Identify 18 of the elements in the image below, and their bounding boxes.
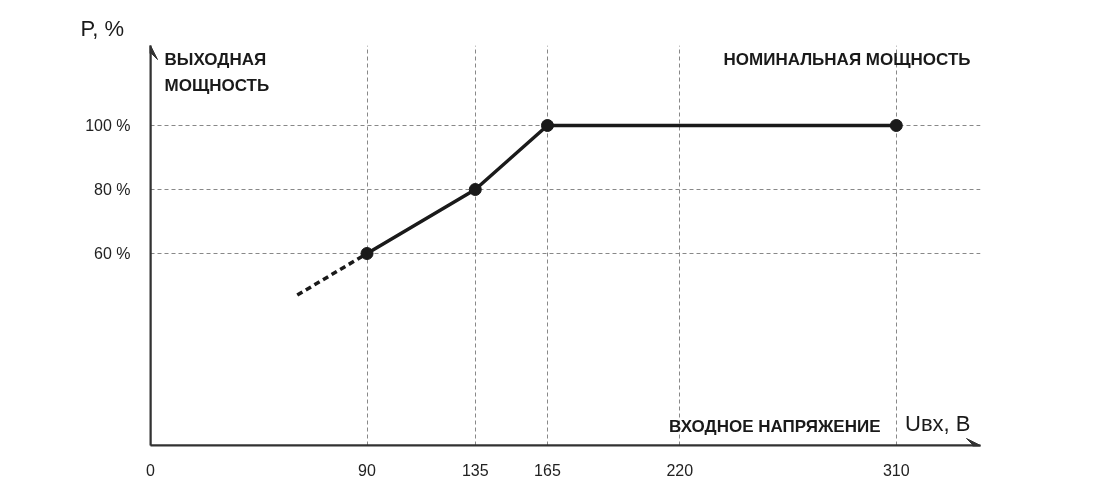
annotation: ВХОДНОЕ НАПРЯЖЕНИЕ bbox=[669, 416, 881, 436]
point bbox=[468, 183, 482, 196]
x-tick-label: 310 bbox=[882, 461, 910, 479]
x-tick-label: 90 bbox=[358, 461, 377, 479]
x-tick-label: 165 bbox=[534, 461, 561, 479]
point bbox=[360, 247, 374, 260]
x-tick-label: 220 bbox=[666, 461, 694, 479]
point bbox=[889, 119, 903, 132]
y-axis-title: P, % bbox=[80, 15, 125, 41]
x-tick-label: 0 bbox=[146, 461, 156, 479]
y-tick-label: 100 % bbox=[85, 117, 131, 134]
annotation: ВЫХОДНАЯ МОЩНОСТЬ bbox=[164, 49, 270, 95]
point bbox=[540, 119, 554, 132]
y-tick-label: 60 % bbox=[94, 245, 131, 262]
y-tick-label: 80 % bbox=[94, 181, 131, 198]
x-axis-title: Uвх, В bbox=[905, 410, 971, 436]
x-tick-label: 135 bbox=[461, 461, 489, 479]
annotation: НОМИНАЛЬНАЯ МОЩНОСТЬ bbox=[723, 49, 971, 69]
